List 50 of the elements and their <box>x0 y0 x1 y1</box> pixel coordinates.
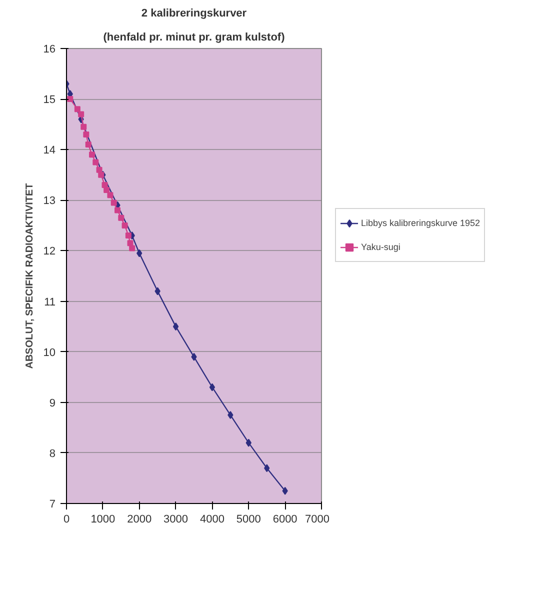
legend-label: Yaku-sugi <box>361 242 400 252</box>
point <box>172 322 179 331</box>
y-tick-label: 7 <box>49 498 56 510</box>
point <box>74 106 80 112</box>
point <box>122 222 128 228</box>
y-tick-label: 10 <box>43 346 56 359</box>
x-tick-label: 2000 <box>127 514 152 526</box>
y-axis-title: ABSOLUT, SPECIFIK RADIOAKTIVITET <box>24 183 36 369</box>
point <box>136 249 142 258</box>
legend-label: Libbys kalibreringskurve 1952 <box>361 218 480 228</box>
x-tick-label: 4000 <box>200 514 224 526</box>
y-tick-label: 11 <box>44 296 56 308</box>
point <box>110 200 117 206</box>
y-tick-label: 15 <box>43 94 56 106</box>
x-tick-label: 0 <box>63 514 70 526</box>
point <box>118 214 124 221</box>
y-tick-label: 14 <box>43 144 56 157</box>
x-tick-label: 3000 <box>164 514 188 526</box>
chart-subtitle: (henfald pr. minut pr. gram kulstof) <box>103 32 286 44</box>
point <box>107 192 114 198</box>
point <box>282 486 288 495</box>
y-tick-label: 12 <box>43 246 56 258</box>
point <box>125 232 132 239</box>
point <box>83 131 90 138</box>
point <box>104 187 110 194</box>
point <box>102 182 108 188</box>
point <box>191 352 197 361</box>
point <box>127 240 134 246</box>
point <box>228 411 234 420</box>
point <box>129 245 136 252</box>
point <box>92 159 99 166</box>
point <box>264 464 270 472</box>
point <box>80 124 87 130</box>
point <box>78 111 84 118</box>
point <box>209 383 216 392</box>
x-tick-label: 7000 <box>305 514 330 526</box>
point <box>67 96 74 102</box>
point <box>85 142 92 148</box>
y-tick-label: 9 <box>49 397 56 410</box>
x-tick-label: 6000 <box>272 514 298 526</box>
chart-title: 2 kalibreringskurver <box>141 8 248 20</box>
y-tick-label: 16 <box>43 44 56 56</box>
y-tick-label: 13 <box>43 195 56 208</box>
point <box>114 207 120 214</box>
point <box>154 287 160 296</box>
x-tick-label: 1000 <box>90 514 116 526</box>
point <box>89 152 95 158</box>
point <box>246 438 252 447</box>
x-tick-label: 5000 <box>236 514 261 526</box>
y-tick-label: 8 <box>49 448 56 460</box>
